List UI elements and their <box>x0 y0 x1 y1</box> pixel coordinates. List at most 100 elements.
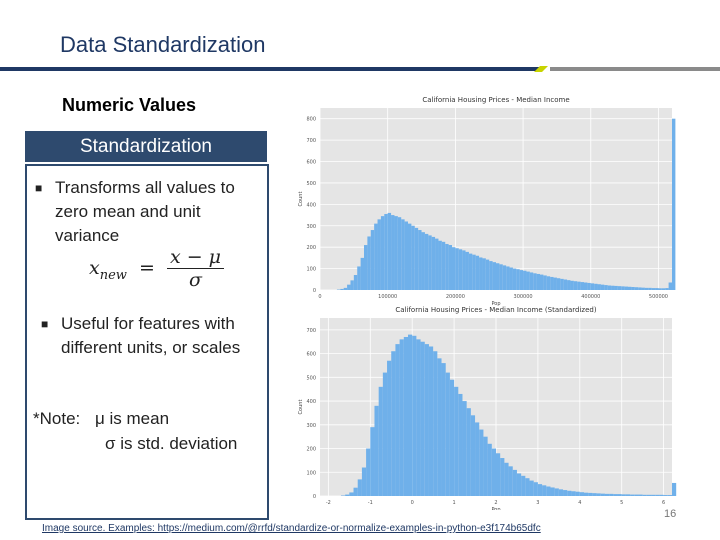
histogram-bar <box>416 339 421 496</box>
histogram-bar <box>638 287 642 290</box>
histogram-bar <box>441 241 446 290</box>
bullet-text: Useful for features with different units… <box>61 314 241 357</box>
histogram-bar <box>437 358 442 496</box>
histogram-bar <box>563 279 568 290</box>
histogram-bar <box>366 448 371 496</box>
note-std: σ is std. deviation <box>105 434 238 453</box>
histogram-bar <box>357 266 361 290</box>
histogram-bar <box>665 288 669 290</box>
y-tick-label: 300 <box>306 224 316 230</box>
histogram-bar <box>594 283 598 290</box>
histogram-bar <box>621 286 625 290</box>
histogram-bar <box>475 255 480 290</box>
histogram-bar <box>408 223 412 290</box>
histogram-bar <box>607 285 612 290</box>
formula-numerator: x − μ <box>166 246 224 269</box>
histogram-bar <box>672 482 677 496</box>
histogram-bar <box>414 227 419 290</box>
histogram-bar <box>661 288 666 290</box>
histogram-bar <box>597 284 601 290</box>
page-number: 16 <box>664 508 677 520</box>
histogram-bar <box>491 448 496 496</box>
histogram-bar <box>504 462 509 496</box>
histogram-bar <box>431 236 436 290</box>
histogram-bar <box>408 334 413 496</box>
histogram-bar <box>361 467 367 496</box>
histogram-bar <box>448 245 452 290</box>
y-tick-label: 700 <box>306 138 316 144</box>
histogram-bar <box>380 216 385 290</box>
histogram-bar <box>617 286 622 290</box>
histogram-bar <box>462 250 466 290</box>
y-tick-label: 800 <box>306 117 316 123</box>
histogram-bar <box>529 272 534 290</box>
histogram-bar <box>445 372 450 496</box>
x-tick-label: 1 <box>453 500 456 506</box>
histogram-bar <box>596 493 601 496</box>
x-axis-label: Pop <box>491 507 500 510</box>
chart-title: California Housing Prices - Median Incom… <box>395 306 596 314</box>
histogram-bar <box>454 386 459 496</box>
histogram-bar <box>466 408 471 496</box>
histogram-bar <box>420 341 425 496</box>
histogram-bar <box>496 263 500 290</box>
histogram-bar <box>441 363 446 496</box>
histogram-bar <box>435 238 439 290</box>
y-axis-label: Count <box>298 192 304 207</box>
y-tick-label: 500 <box>306 181 316 187</box>
histogram-bar <box>529 480 534 496</box>
x-tick-label: 4 <box>578 500 581 506</box>
histogram-bar <box>470 415 476 496</box>
histogram-bar <box>553 277 557 290</box>
histogram-bar <box>462 401 467 496</box>
bullet-item: ■ Transforms all values to zero mean and… <box>35 176 255 248</box>
x-tick-label: -2 <box>326 500 331 506</box>
histogram-bar <box>438 240 442 290</box>
histogram-bar <box>468 253 473 290</box>
histogram-bar <box>600 284 605 290</box>
histogram-bar <box>642 494 647 496</box>
histogram-bar <box>397 217 402 290</box>
histogram-bar <box>516 473 522 496</box>
histogram-bar <box>617 494 622 496</box>
histogram-bar <box>489 261 493 290</box>
histogram-bar <box>571 491 576 496</box>
histogram-bar <box>613 494 618 496</box>
y-tick-label: 200 <box>306 245 316 251</box>
histogram-bar <box>482 258 486 290</box>
histogram-bar <box>424 233 429 290</box>
histogram-bar <box>580 282 584 290</box>
y-tick-label: 100 <box>306 267 316 273</box>
histogram-figures: California Housing Prices - Median Incom… <box>298 96 677 510</box>
bullet-text: Transforms all values to zero mean and u… <box>55 178 235 245</box>
x-tick-label: 100000 <box>378 294 397 300</box>
histogram-bar <box>519 270 524 290</box>
histogram-bar <box>573 281 578 290</box>
histogram-bar <box>458 393 463 496</box>
x-tick-label: -1 <box>368 500 373 506</box>
histogram-bar <box>387 360 392 496</box>
histogram-bar <box>570 280 574 290</box>
content-panel: ■ Transforms all values to zero mean and… <box>25 164 269 520</box>
histogram-bar <box>458 249 463 290</box>
histogram-bar <box>364 245 368 290</box>
histogram-bar <box>667 495 672 496</box>
histogram-bar <box>526 271 530 290</box>
histogram-bar <box>370 427 375 496</box>
histogram-bar <box>449 379 455 496</box>
histogram-bar <box>634 287 639 290</box>
histogram-bar <box>403 336 408 496</box>
histogram-bar <box>611 285 615 290</box>
histogram-bar <box>659 494 664 496</box>
histogram-bar <box>554 488 559 496</box>
y-tick-label: 100 <box>306 470 316 476</box>
histogram-bar <box>516 269 520 290</box>
image-source-link[interactable]: Image source. Examples: https://medium.c… <box>42 523 541 534</box>
histogram-bar <box>614 285 618 290</box>
histogram-bar <box>506 266 510 290</box>
histogram-bar <box>588 492 593 496</box>
histogram-bar <box>343 287 348 290</box>
histogram-bar <box>604 493 610 496</box>
histogram-bar <box>492 262 496 290</box>
histogram-bar <box>487 443 492 496</box>
